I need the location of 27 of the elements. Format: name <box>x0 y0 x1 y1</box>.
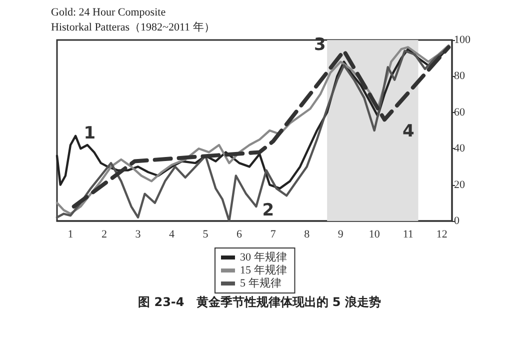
y-tick-label: 0 <box>454 215 460 227</box>
caption: 图 23-4 黄金季节性规律体现出的 5 浪走势 <box>138 295 381 309</box>
chart-subtitle: Historkal Patteras（1982~2011 年） <box>51 22 215 34</box>
x-tick-label: 5 <box>202 228 209 240</box>
x-tick-label: 4 <box>169 228 176 240</box>
legend-label: 30 年规律 <box>240 252 287 264</box>
x-tick-label: 10 <box>368 228 380 240</box>
x-tick-label: 1 <box>68 228 74 240</box>
chart-title: Gold: 24 Hour Composite <box>51 6 166 18</box>
x-tick-label: 7 <box>270 228 276 240</box>
x-tick-label: 11 <box>402 228 414 240</box>
y-tick-label: 80 <box>454 70 466 82</box>
x-tick-label: 8 <box>304 228 310 240</box>
annotation: 2 <box>262 200 274 221</box>
annotation: 4 <box>402 122 415 142</box>
x-tick-label: 2 <box>102 228 108 240</box>
annotation: 1 <box>84 123 96 144</box>
legend-label: 15 年规律 <box>240 264 287 276</box>
y-tick-label: 60 <box>454 106 466 118</box>
y-tick-label: 20 <box>454 178 466 191</box>
x-tick-label: 9 <box>338 228 344 240</box>
legend-label: 5 年规律 <box>240 278 282 290</box>
y-tick-label: 40 <box>454 142 466 155</box>
x-tick-label: 12 <box>436 228 448 240</box>
x-tick-label: 6 <box>236 228 243 240</box>
x-tick-label: 3 <box>135 228 142 240</box>
y-tick-label: 100 <box>454 34 471 46</box>
